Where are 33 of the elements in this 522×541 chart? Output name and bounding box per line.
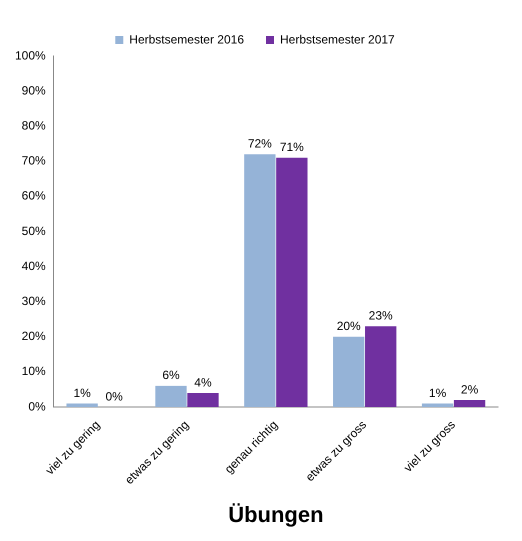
text: 20% <box>336 319 361 334</box>
bar <box>155 386 187 407</box>
text: 23% <box>368 308 393 323</box>
text: 1% <box>428 386 446 400</box>
y-tick-label: 30% <box>22 294 46 308</box>
legend-label: Herbstsemester 2017 <box>280 32 396 46</box>
bar <box>422 403 454 407</box>
text: 6% <box>162 368 180 382</box>
bar <box>66 403 98 407</box>
y-tick-label: 70% <box>22 154 46 168</box>
x-axis-title: Übungen <box>228 502 324 527</box>
bar <box>244 154 276 407</box>
text: 0% <box>105 389 123 404</box>
bar <box>365 326 396 407</box>
y-tick-label: 40% <box>22 258 46 273</box>
y-tick-label: 20% <box>22 329 46 344</box>
bar <box>454 400 486 407</box>
y-tick-label: 0% <box>28 399 46 414</box>
y-tick-label: 60% <box>22 188 46 203</box>
bar <box>333 336 364 407</box>
y-tick-label: 90% <box>22 83 46 98</box>
y-tick-label: 50% <box>22 224 46 238</box>
text: 4% <box>194 375 212 390</box>
y-tick-label: 80% <box>22 118 46 133</box>
y-tick-label: 100% <box>14 48 46 62</box>
legend-label: Herbstsemester 2016 <box>129 32 244 46</box>
text: 71% <box>280 140 304 154</box>
text: 2% <box>460 382 478 396</box>
y-tick-label: 10% <box>22 364 46 378</box>
text: 1% <box>73 386 91 400</box>
bar <box>276 158 308 407</box>
bar <box>187 392 219 407</box>
text: 72% <box>248 136 272 151</box>
